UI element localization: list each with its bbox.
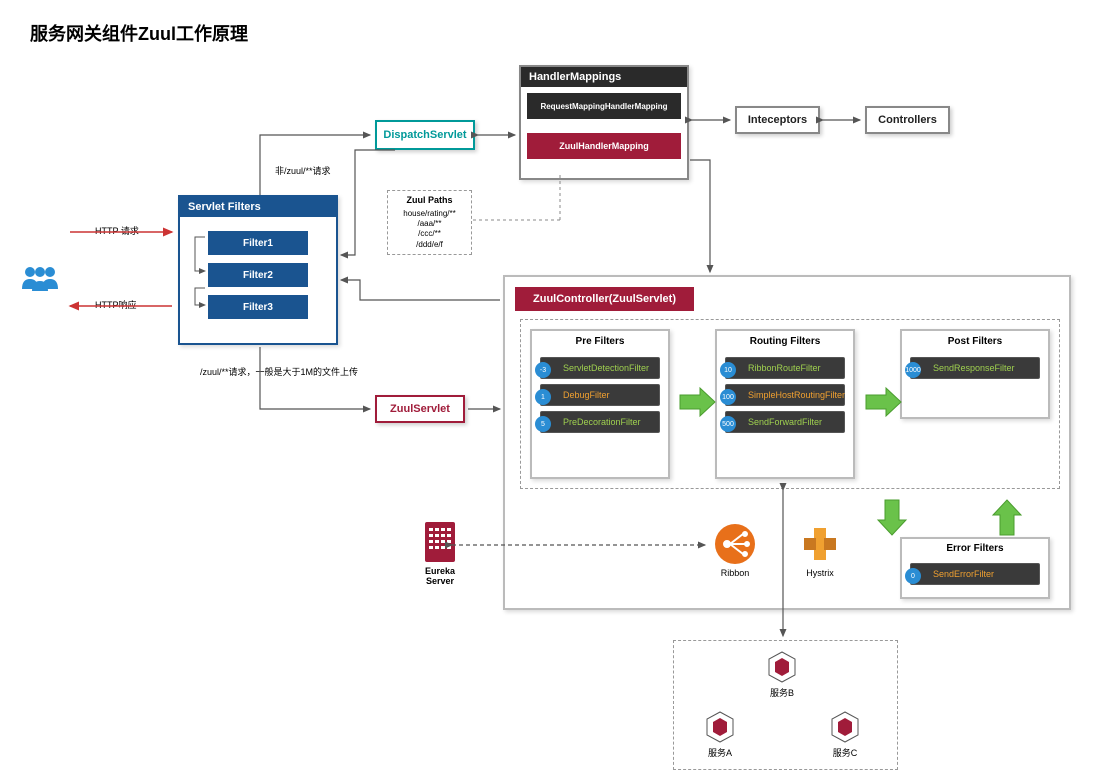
filter1: Filter1 bbox=[208, 231, 308, 255]
service-b-icon: 服务B bbox=[762, 650, 802, 699]
request-mapping-handler: RequestMappingHandlerMapping bbox=[527, 93, 681, 119]
error-filters-title: Error Filters bbox=[902, 539, 1048, 558]
zuul-controller-title: ZuulController(ZuulServlet) bbox=[515, 287, 694, 311]
post-filters-box: Post Filters 1000SendResponseFilter bbox=[900, 329, 1050, 419]
filter2: Filter2 bbox=[208, 263, 308, 287]
servlet-filters-title: Servlet Filters bbox=[180, 197, 336, 217]
zuul-paths-title: Zuul Paths bbox=[392, 195, 467, 207]
routing-filters-box: Routing Filters 10RibbonRouteFilter 100S… bbox=[715, 329, 855, 479]
filter-item: 500SendForwardFilter bbox=[725, 411, 845, 433]
filter-item: 1000SendResponseFilter bbox=[910, 357, 1040, 379]
filter-item: 1DebugFilter bbox=[540, 384, 660, 406]
eureka-server-icon: Eureka Server bbox=[415, 520, 465, 586]
hystrix-icon: Hystrix bbox=[795, 522, 845, 578]
filter-item: 100SimpleHostRoutingFilter bbox=[725, 384, 845, 406]
service-c-icon: 服务C bbox=[825, 710, 865, 759]
filter-item: 0SendErrorFilter bbox=[910, 563, 1040, 585]
zuul-path-line: /ddd/e/f bbox=[392, 240, 467, 250]
routing-filters-title: Routing Filters bbox=[717, 331, 853, 352]
filter-item: 10RibbonRouteFilter bbox=[725, 357, 845, 379]
zuul-path-line: /ccc/** bbox=[392, 229, 467, 239]
post-filters-title: Post Filters bbox=[902, 331, 1048, 352]
non-zuul-label: 非/zuul/**请求 bbox=[275, 164, 331, 177]
zuul-controller-box: ZuulController(ZuulServlet) Pre Filters … bbox=[503, 275, 1071, 610]
page-title: 服务网关组件Zuul工作原理 bbox=[30, 20, 248, 46]
error-filters-box: Error Filters 0SendErrorFilter bbox=[900, 537, 1050, 599]
http-request-label: HTTP 请求 bbox=[95, 224, 139, 237]
inteceptors: Inteceptors bbox=[735, 106, 820, 134]
pre-filters-box: Pre Filters -3ServletDetectionFilter 1De… bbox=[530, 329, 670, 479]
servlet-filters-box: Servlet Filters Filter1 Filter2 Filter3 bbox=[178, 195, 338, 345]
dispatch-servlet: DispatchServlet bbox=[375, 120, 475, 150]
zuul-handler-mapping: ZuulHandlerMapping bbox=[527, 133, 681, 159]
handler-mappings-box: HandlerMappings RequestMappingHandlerMap… bbox=[519, 65, 689, 180]
service-a-icon: 服务A bbox=[700, 710, 740, 759]
zuul-paths-box: Zuul Paths house/rating/** /aaa/** /ccc/… bbox=[387, 190, 472, 255]
handler-mappings-title: HandlerMappings bbox=[521, 67, 687, 87]
controllers: Controllers bbox=[865, 106, 950, 134]
filter-item: -3ServletDetectionFilter bbox=[540, 357, 660, 379]
zuul-servlet: ZuulServlet bbox=[375, 395, 465, 423]
filter3: Filter3 bbox=[208, 295, 308, 319]
zuul-label: /zuul/**请求，一般是大于1M的文件上传 bbox=[200, 365, 358, 378]
zuul-path-line: /aaa/** bbox=[392, 219, 467, 229]
ribbon-icon: Ribbon bbox=[710, 522, 760, 578]
http-response-label: HTTP响应 bbox=[95, 298, 137, 311]
pre-filters-title: Pre Filters bbox=[532, 331, 668, 352]
users-icon bbox=[20, 265, 60, 295]
filter-item: 5PreDecorationFilter bbox=[540, 411, 660, 433]
zuul-path-line: house/rating/** bbox=[392, 209, 467, 219]
